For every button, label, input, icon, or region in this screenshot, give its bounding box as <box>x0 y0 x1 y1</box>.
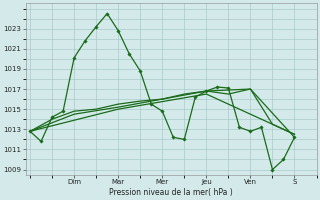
X-axis label: Pression niveau de la mer( hPa ): Pression niveau de la mer( hPa ) <box>109 188 233 197</box>
